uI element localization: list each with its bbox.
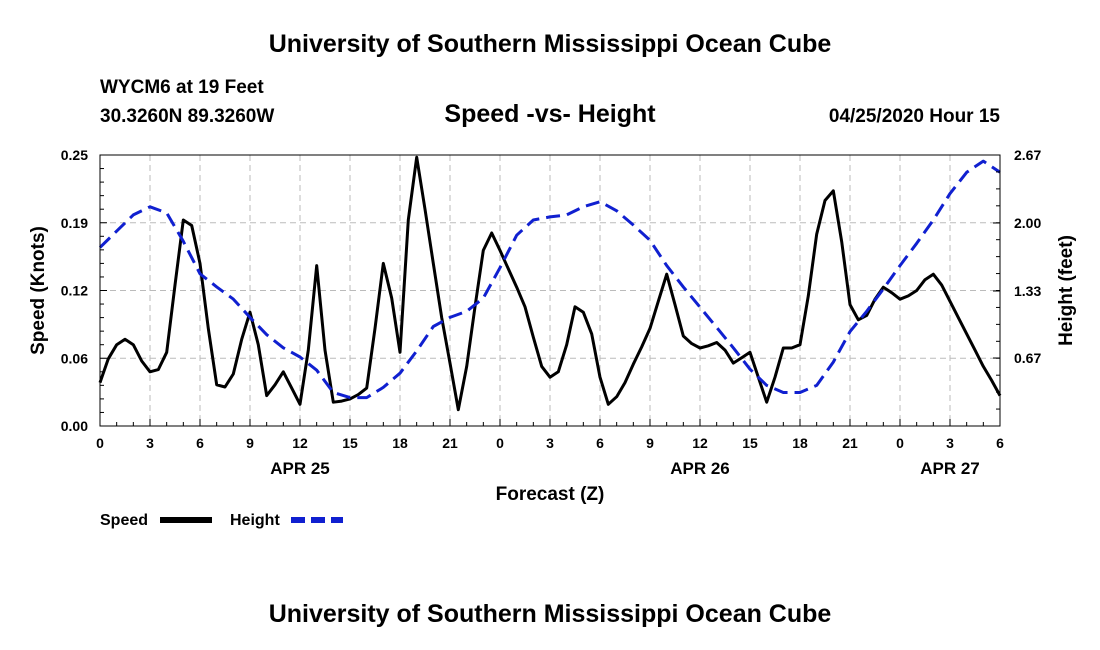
legend-speed-label: Speed <box>100 512 148 529</box>
x-tick-label: 18 <box>792 435 808 451</box>
x-tick-label: 6 <box>996 435 1004 451</box>
legend: Speed Height <box>100 512 343 529</box>
date-label: APR 25 <box>270 459 330 478</box>
y-right-axis-title: Height (feet) <box>1056 235 1077 346</box>
y-right-tick-label: 2.67 <box>1014 147 1041 163</box>
y-left-tick-label: 0.12 <box>61 283 88 299</box>
y-left-tick-label: 0.25 <box>61 147 88 163</box>
y-left-axis-title: Speed (Knots) <box>28 226 49 355</box>
y-right-tick-label: 1.33 <box>1014 283 1041 299</box>
y-left-tick-label: 0.19 <box>61 215 88 231</box>
x-tick-label: 0 <box>896 435 904 451</box>
x-tick-label: 3 <box>546 435 554 451</box>
date-label: APR 26 <box>670 459 730 478</box>
x-tick-label: 6 <box>196 435 204 451</box>
axis-ticks <box>99 154 1001 427</box>
grid-lines <box>100 155 1000 426</box>
y-right-tick-label: 0.67 <box>1014 350 1041 366</box>
x-tick-label: 12 <box>292 435 308 451</box>
valid-time: 04/25/2020 Hour 15 <box>828 106 1000 127</box>
x-tick-label: 6 <box>596 435 604 451</box>
page-footer-title: University of Southern Mississippi Ocean… <box>268 600 832 628</box>
x-tick-label: 15 <box>742 435 758 451</box>
x-tick-label: 18 <box>392 435 408 451</box>
chart-title: Speed -vs- Height <box>444 100 656 128</box>
x-tick-label: 9 <box>246 435 254 451</box>
x-tick-label: 21 <box>442 435 458 451</box>
x-tick-label: 12 <box>692 435 708 451</box>
x-tick-label: 0 <box>96 435 104 451</box>
date-label: APR 27 <box>920 459 980 478</box>
x-tick-label: 3 <box>146 435 154 451</box>
page-header-title: University of Southern Mississippi Ocean… <box>268 30 832 58</box>
station-coordinates: 30.3260N 89.3260W <box>100 106 275 127</box>
x-tick-label: 3 <box>946 435 954 451</box>
axis-labels: 0 3 6 9 12 15 18 21 0 3 6 9 12 15 18 21 0 3 6 0.00 0.06 0.12 0… <box>28 147 1077 505</box>
series-lines <box>98 155 1002 412</box>
x-tick-label: 15 <box>342 435 358 451</box>
station-name: WYCM6 at 19 Feet <box>100 77 264 98</box>
y-left-tick-label: 0.00 <box>61 418 88 434</box>
y-right-tick-label: 2.00 <box>1014 215 1041 231</box>
height-series-line <box>98 159 1001 400</box>
x-axis-title: Forecast (Z) <box>496 484 605 505</box>
x-tick-label: 21 <box>842 435 858 451</box>
x-tick-label: 0 <box>496 435 504 451</box>
y-left-tick-label: 0.06 <box>61 350 88 366</box>
x-tick-label: 9 <box>646 435 654 451</box>
speed-series-line <box>98 155 1002 412</box>
legend-height-label: Height <box>230 512 280 529</box>
